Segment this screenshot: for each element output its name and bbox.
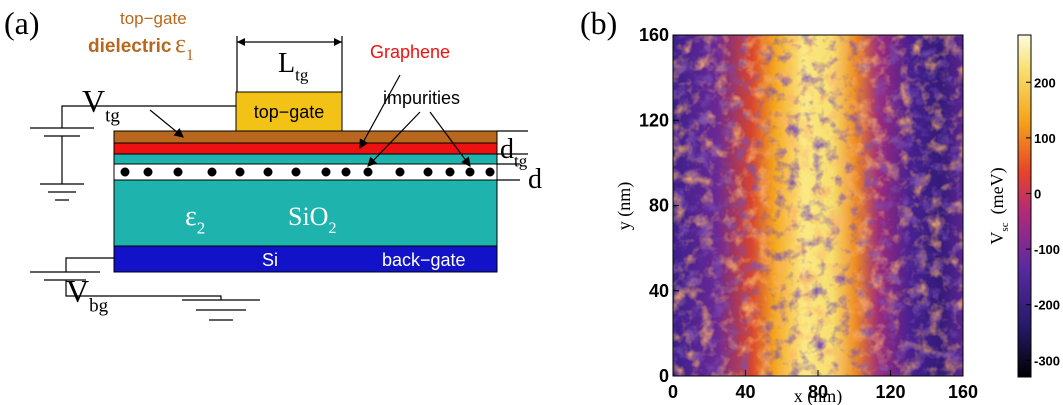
- colorbar-tick-label: 100: [1034, 131, 1056, 146]
- potential-map: [673, 35, 963, 376]
- v-bg: Vbg: [66, 273, 109, 317]
- figure: (a)top−gatedielectricε1LtgGraphenetop−ga…: [0, 0, 1063, 405]
- epsilon-2-sub: 2: [197, 218, 206, 237]
- colorbar: [1018, 35, 1031, 377]
- dielectric-label: dielectric: [88, 36, 172, 57]
- d-tg: dtg: [500, 134, 528, 170]
- v-bg-sub: bg: [89, 296, 109, 317]
- sio2-label-main: SiO: [288, 202, 328, 231]
- colorbar-label-unit: (meV): [987, 167, 1008, 214]
- panel-label: (b): [580, 5, 617, 41]
- colorbar-tick-label: 200: [1034, 75, 1056, 90]
- top-gate-label: top−gate: [254, 102, 325, 122]
- epsilon-2-main: ε: [185, 201, 197, 232]
- colorbar-tick-label: -300: [1034, 353, 1060, 368]
- y-axis-label: y (nm): [614, 182, 635, 231]
- epsilon-1-sub: 1: [186, 47, 194, 64]
- impurity-layer: [114, 164, 497, 180]
- length-label-main: L: [278, 48, 295, 79]
- spacer-layer: [114, 154, 497, 164]
- sio2-label-sub: 2: [328, 220, 336, 237]
- dielectric-label: top−gate: [120, 9, 187, 28]
- colorbar-tick-label: -100: [1034, 242, 1060, 257]
- graphene-layer: [114, 143, 497, 154]
- colorbar-label: Vsc (meV): [987, 167, 1011, 244]
- colorbar-tick-label: 0: [1034, 186, 1041, 201]
- epsilon-1-main: ε: [175, 29, 186, 58]
- y-tick-label: 40: [649, 281, 669, 301]
- y-tick-label: 0: [659, 366, 669, 386]
- d-tg-main: d: [500, 134, 514, 165]
- v-bg-main: V: [66, 273, 89, 309]
- y-tick-label: 120: [639, 110, 669, 130]
- length-label: Ltg: [278, 48, 309, 84]
- colorbar-label-main: V: [987, 232, 1007, 245]
- colorbar-label-sub: sc: [999, 222, 1011, 231]
- dielectric-layer: [114, 131, 497, 143]
- x-tick-label: 160: [948, 382, 978, 402]
- d-label: d: [528, 164, 542, 195]
- y-tick-label: 80: [649, 196, 669, 216]
- colorbar-tick-label: -200: [1034, 298, 1060, 313]
- v-tg: Vtg: [82, 83, 120, 127]
- length-label-sub: tg: [295, 65, 309, 84]
- impurities-label: impurities: [383, 88, 460, 108]
- epsilon-1: ε1: [175, 29, 194, 64]
- si-label: Si: [262, 250, 278, 270]
- back-gate-label: back−gate: [382, 250, 466, 270]
- y-tick-label: 160: [639, 25, 669, 45]
- x-axis-label: x (nm): [794, 386, 843, 405]
- x-tick-label: 120: [875, 382, 905, 402]
- panel-label: (a): [4, 5, 40, 41]
- v-tg-sub: tg: [105, 106, 120, 127]
- d-tg-sub: tg: [514, 151, 528, 170]
- x-tick-label: 40: [735, 382, 755, 402]
- x-tick-label: 0: [668, 382, 678, 402]
- graphene-label: Graphene: [370, 42, 450, 62]
- v-tg-main: V: [82, 83, 105, 119]
